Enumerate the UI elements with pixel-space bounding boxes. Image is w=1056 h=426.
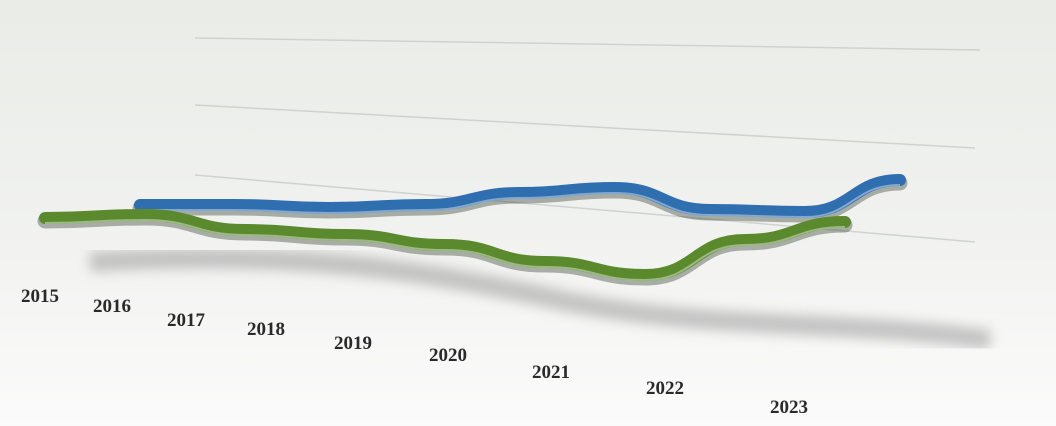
x-tick-label: 2019 xyxy=(334,333,372,354)
x-tick-label: 2020 xyxy=(429,345,467,366)
ribbon-highlight xyxy=(140,184,901,219)
x-tick-label: 2017 xyxy=(167,310,206,331)
x-tick-label: 2016 xyxy=(93,296,131,317)
shadow xyxy=(89,248,992,350)
ribbon-highlight xyxy=(44,218,846,282)
x-tick-label: 2015 xyxy=(21,286,59,307)
guide-lines xyxy=(194,37,981,243)
ribbon xyxy=(39,208,851,282)
x-tick-label: 2022 xyxy=(646,378,684,399)
x-tick-label: 2023 xyxy=(770,397,808,418)
x-tick-label: 2018 xyxy=(247,319,285,340)
plot xyxy=(37,174,908,286)
ribbon xyxy=(134,174,906,219)
x-tick-label: 2021 xyxy=(532,362,570,383)
